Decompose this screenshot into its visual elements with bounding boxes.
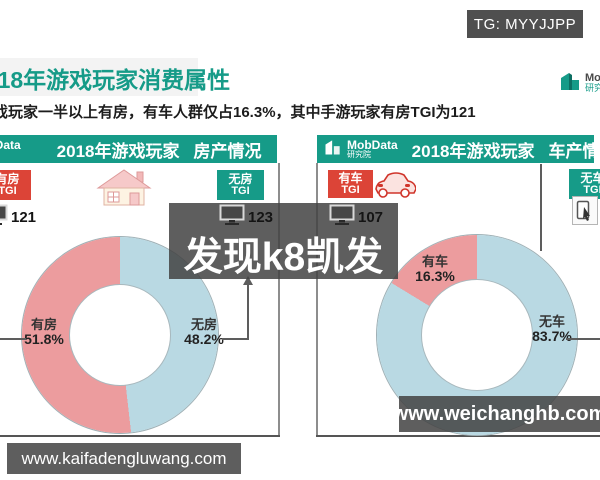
slice-percent-no-car: 83.7% bbox=[532, 328, 572, 344]
left-panel-right-border bbox=[278, 163, 280, 436]
badge-label: 有车 bbox=[338, 170, 363, 185]
left-panel-bottom-border bbox=[0, 435, 280, 437]
badge-label: 无车 bbox=[580, 170, 600, 185]
no-car-tgi-badge: 无车 TGI bbox=[569, 169, 600, 199]
car-icon bbox=[372, 169, 417, 204]
badge-label: 有房 bbox=[0, 171, 20, 186]
banner-title: 2018年游戏玩家 bbox=[56, 141, 180, 161]
badge-label: 无房 bbox=[228, 171, 253, 186]
brand-name: MobData bbox=[585, 72, 600, 84]
has-car-tgi-value: 107 bbox=[329, 204, 383, 231]
banner-subject: 车产情况 bbox=[548, 141, 600, 161]
banner-brand-name: MobData bbox=[347, 138, 398, 152]
slice-label-no-house: 无房 bbox=[190, 317, 217, 332]
badge-label: TGI bbox=[0, 184, 17, 197]
slice-label-no-car: 无车 bbox=[538, 314, 565, 329]
no-house-tgi-value: 123 bbox=[219, 204, 273, 231]
tg-contact-watermark: TG: MYYJJPP bbox=[467, 10, 583, 38]
right-panel-bottom-border bbox=[316, 435, 600, 437]
has-house-tgi-badge: 有房 TGI bbox=[0, 170, 31, 200]
slice-percent-has-car: 16.3% bbox=[415, 268, 455, 284]
tgi-number: 107 bbox=[358, 209, 384, 226]
banner-brand-sub: 研究院 bbox=[347, 150, 371, 159]
monitor-icon bbox=[219, 204, 245, 231]
callout-line bbox=[222, 338, 249, 340]
no-car-tgi-value: 1 bbox=[572, 196, 600, 225]
site-watermark-right: www.weichanghb.com bbox=[393, 396, 600, 432]
housing-panel-banner: MobData 研究院 2018年游戏玩家 房产情况 bbox=[0, 135, 277, 163]
badge-label: TGI bbox=[583, 183, 600, 196]
banner-subject: 房产情况 bbox=[193, 141, 262, 161]
callout-line bbox=[540, 164, 542, 251]
badge-label: TGI bbox=[231, 184, 250, 197]
title-background-strip bbox=[0, 58, 198, 96]
has-car-tgi-badge: 有车 TGI bbox=[328, 170, 373, 198]
no-house-tgi-badge: 无房 TGI bbox=[217, 170, 264, 200]
banner-title: 2018年游戏玩家 bbox=[411, 141, 535, 161]
callout-line bbox=[0, 338, 26, 340]
slice-percent-no-house: 48.2% bbox=[184, 331, 224, 347]
donut-hole bbox=[422, 280, 532, 390]
mobdata-logo-icon bbox=[558, 69, 582, 98]
monitor-icon bbox=[0, 204, 8, 231]
monitor-icon bbox=[329, 204, 355, 231]
car-panel-banner: MobData 研究院 2018年游戏玩家 车产情况 bbox=[317, 135, 600, 163]
center-watermark: 发现k8凯发 bbox=[169, 203, 398, 279]
tgi-number: 123 bbox=[248, 209, 274, 226]
site-watermark-bottom: www.kaifadengluwang.com bbox=[7, 443, 241, 474]
click-device-icon bbox=[572, 196, 598, 225]
page-subtitle: 游戏玩家一半以上有房，有车人群仅占16.3%，其中手游玩家有房TGI为121 bbox=[0, 104, 476, 121]
banner-brand-name: MobData bbox=[0, 138, 21, 152]
slice-label-has-car: 有车 bbox=[421, 254, 448, 269]
donut-hole bbox=[70, 285, 170, 385]
callout-line bbox=[566, 338, 600, 340]
right-panel-left-border bbox=[316, 163, 318, 436]
badge-label: TGI bbox=[341, 183, 360, 196]
mobdata-corner-logo: MobData 研究院 bbox=[558, 68, 600, 98]
tgi-number: 121 bbox=[11, 209, 37, 226]
slice-percent-has-house: 51.8% bbox=[24, 331, 64, 347]
mobdata-logo-icon bbox=[323, 137, 343, 162]
banner-brand-sub: 研究院 bbox=[0, 151, 21, 159]
page-title: 2018年游戏玩家消费属性 bbox=[0, 67, 231, 93]
house-icon bbox=[92, 167, 156, 212]
slice-label-has-house: 有房 bbox=[30, 317, 57, 332]
callout-arrow-up-icon bbox=[243, 276, 253, 285]
callout-line bbox=[247, 284, 249, 340]
brand-sub: 研究院 bbox=[585, 83, 600, 93]
has-house-tgi-value: 121 bbox=[0, 204, 36, 231]
